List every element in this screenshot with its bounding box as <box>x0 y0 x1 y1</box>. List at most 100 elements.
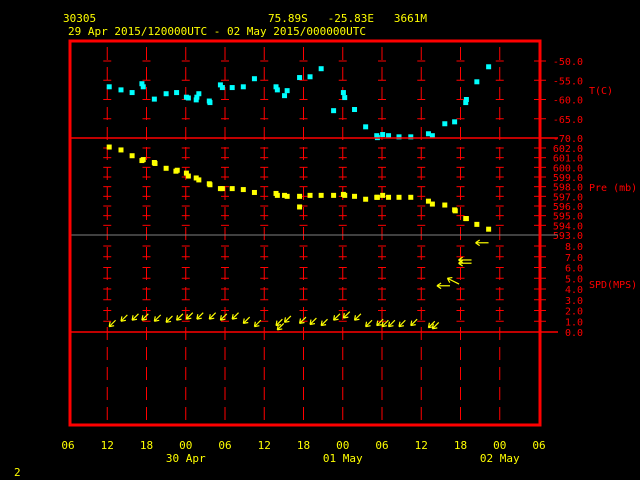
wind-arrow <box>185 312 194 320</box>
wind-arrow-head <box>458 259 464 264</box>
wind-arrow-shaft <box>376 318 384 326</box>
pressure-point <box>318 192 324 198</box>
x-date-label: 01 May <box>323 452 363 465</box>
x-date-label: 02 May <box>480 452 520 465</box>
wind-arrow-shaft <box>431 321 440 330</box>
y-tick-label: 596.0 <box>553 202 583 213</box>
wind-arrow-shaft <box>309 317 317 325</box>
y-tick-label: 595.0 <box>553 212 583 223</box>
pressure-point <box>297 204 303 210</box>
temperature-point <box>274 87 280 93</box>
wind-arrow-shaft <box>381 319 389 328</box>
pressure-point <box>240 187 246 193</box>
pressure-point <box>452 208 458 214</box>
temperature-point <box>463 100 469 106</box>
wind-arrow-head <box>284 320 290 323</box>
y-tick-label: 6.0 <box>565 264 583 275</box>
wind-arrow-head <box>109 325 115 328</box>
wind-arrow-shaft <box>108 319 117 328</box>
wind-arrow-head <box>219 315 222 321</box>
pressure-point <box>442 202 448 208</box>
wind-arrow-head <box>209 317 215 320</box>
x-tick-label: 18 <box>297 439 310 452</box>
wind-arrow-shaft <box>242 316 251 324</box>
wind-arrow <box>253 319 262 328</box>
temperature-point <box>474 79 480 85</box>
wind-arrow-head <box>141 318 147 321</box>
wind-arrow <box>298 316 307 324</box>
temperature-point <box>196 91 202 97</box>
temperature-point <box>282 93 288 99</box>
wind-arrow <box>381 319 389 328</box>
wind-arrow-head <box>242 318 245 324</box>
y-axis-label: SPD(MPS) <box>589 280 637 291</box>
y-axis-label: T(C) <box>589 86 613 97</box>
pressure-point <box>129 153 135 159</box>
y-tick-label: -65.0 <box>553 115 583 126</box>
wind-arrow-head <box>154 319 160 322</box>
wind-arrow-head <box>309 319 312 325</box>
temperature-point <box>331 108 337 114</box>
wind-arrow <box>431 321 440 330</box>
wind-arrow-head <box>398 325 405 328</box>
pressure-point <box>251 189 257 195</box>
pressure-point <box>429 201 435 207</box>
wind-arrow-shaft <box>276 323 285 331</box>
pressure-point <box>297 193 303 199</box>
pressure-point <box>106 144 112 150</box>
wind-arrow-head <box>276 324 279 330</box>
y-tick-label: -70.0 <box>553 134 583 145</box>
station-id: 30305 <box>63 12 96 25</box>
pressure-point <box>342 192 348 198</box>
x-tick-label: 06 <box>375 439 388 452</box>
temperature-point <box>352 107 358 113</box>
wind-arrow-shaft <box>447 277 460 285</box>
wind-arrow-head <box>232 317 238 320</box>
wind-arrow-head <box>431 323 434 329</box>
x-tick-label: 12 <box>258 439 271 452</box>
y-tick-label: 1.0 <box>565 317 583 328</box>
pressure-point <box>408 194 414 200</box>
wind-arrow-head <box>381 321 384 327</box>
temperature-point <box>194 94 200 100</box>
wind-arrow-head <box>231 314 234 320</box>
wind-arrow <box>231 312 239 320</box>
temperature-point <box>386 133 392 139</box>
wind-arrow-head <box>131 315 134 321</box>
temperature-point <box>452 119 458 125</box>
wind-arrow-shaft <box>333 313 341 321</box>
wind-arrow <box>446 276 460 285</box>
wind-arrow-head <box>381 325 388 328</box>
x-tick-label: 00 <box>336 439 349 452</box>
temperature-point <box>273 84 279 90</box>
temperature-point <box>229 85 235 91</box>
wind-arrow-shaft <box>141 313 149 321</box>
y-tick-label: 597.0 <box>553 192 583 203</box>
wind-arrow-head <box>333 315 336 321</box>
wind-arrow-head <box>333 318 339 321</box>
wind-arrow-head <box>254 325 260 328</box>
wind-arrow <box>196 312 204 320</box>
pressure-point <box>207 182 213 188</box>
wind-arrow-head <box>353 315 357 321</box>
pressure-point <box>363 196 369 202</box>
wind-arrow-head <box>388 325 394 328</box>
temperature-point <box>139 81 145 87</box>
temperature-point <box>240 84 246 90</box>
wind-arrow <box>219 313 228 321</box>
wind-arrow-shaft <box>410 318 418 326</box>
wind-arrow-head <box>165 317 168 323</box>
wind-arrow-shaft <box>196 312 204 320</box>
wind-arrow-shaft <box>342 311 351 319</box>
wind-arrow-shaft <box>185 312 194 320</box>
wind-arrow-head <box>309 322 316 326</box>
wind-arrow-head <box>387 321 391 327</box>
temperature-point <box>219 85 225 91</box>
temperature-point <box>425 131 431 137</box>
temperature-point <box>442 121 448 127</box>
wind-arrow-head <box>354 318 360 321</box>
wind-arrow <box>342 311 351 319</box>
wind-arrow-head <box>475 242 481 247</box>
wind-arrow-shaft <box>120 314 128 322</box>
temperature-point <box>129 90 135 96</box>
